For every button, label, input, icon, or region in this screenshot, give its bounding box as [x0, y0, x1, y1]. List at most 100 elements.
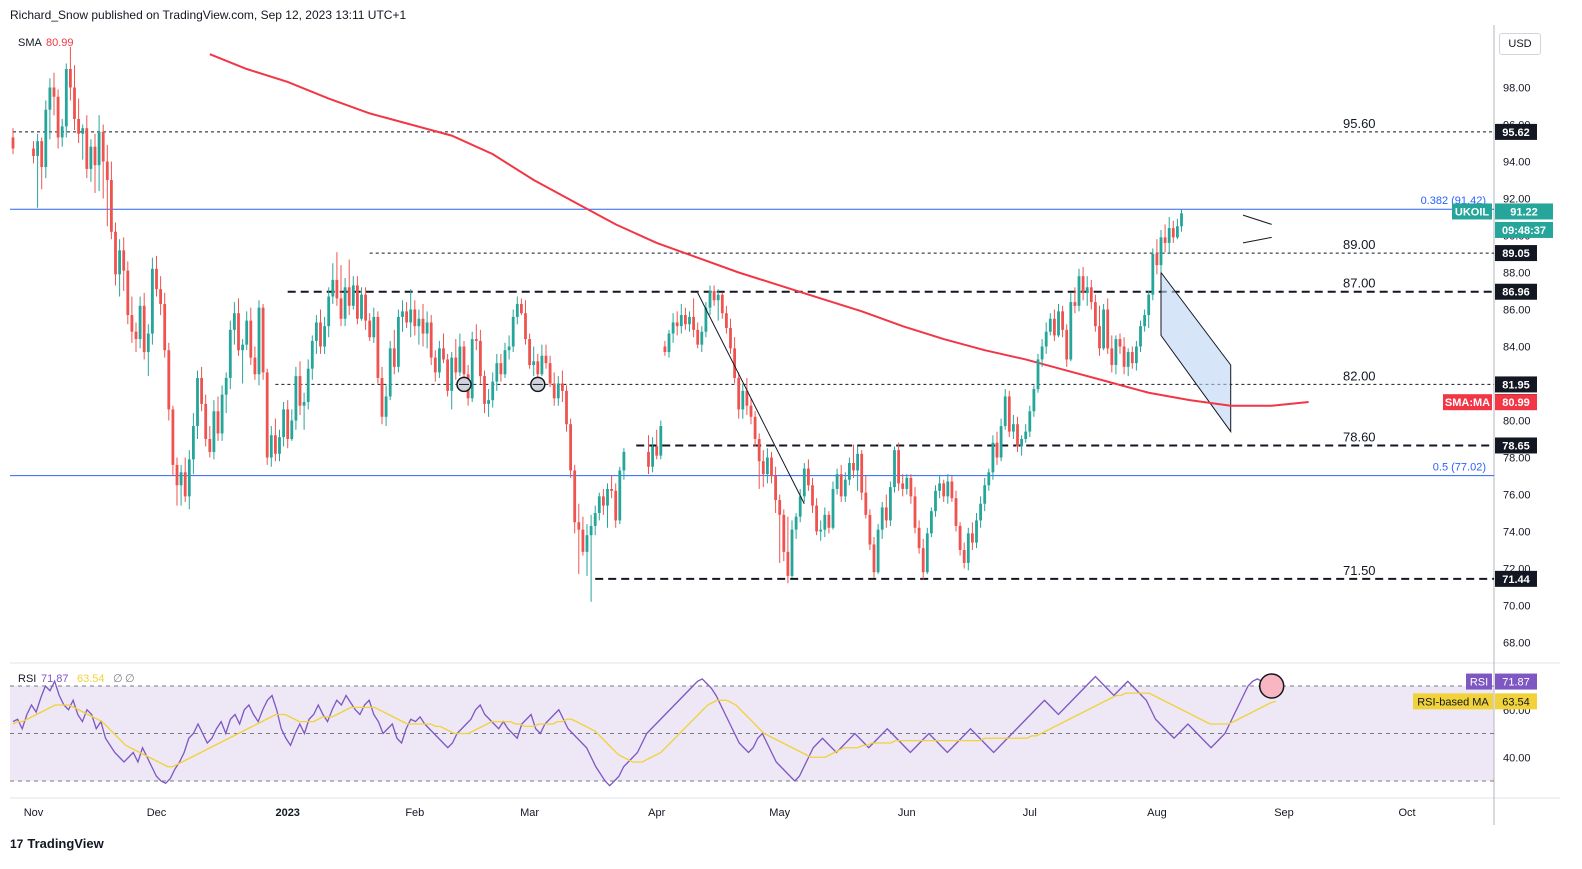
level-price-tag [1495, 376, 1537, 393]
candle-body [429, 322, 433, 358]
rsi-ma-value-tag-text: 63.54 [1502, 696, 1530, 708]
price-tick-label: 88.00 [1503, 268, 1531, 280]
candle-body [979, 503, 982, 521]
candle-body [1020, 439, 1023, 447]
trendline [697, 292, 805, 504]
candle-body [1094, 302, 1097, 327]
candle-body [556, 383, 560, 399]
candle-body [491, 381, 495, 401]
level-label: 82.00 [1343, 368, 1376, 383]
time-tick-label: Mar [520, 807, 539, 819]
candle-body [884, 507, 888, 521]
candle-body [1016, 424, 1019, 447]
level-price-tag-text: 71.44 [1502, 574, 1530, 586]
candle-body [688, 316, 691, 325]
candle-body [60, 126, 64, 138]
candle-body [245, 320, 249, 345]
candle-body [679, 315, 683, 327]
price-tick-label: 76.00 [1503, 490, 1531, 502]
candle-body [462, 346, 466, 375]
candle-body [89, 146, 93, 169]
price-tag-sma_label [1443, 394, 1492, 411]
candle-body [1163, 237, 1167, 243]
candle-body [183, 472, 187, 497]
candle-body [323, 326, 326, 347]
candle-body [310, 340, 314, 369]
level-label: 71.50 [1343, 563, 1376, 578]
sma-legend-value: 80.99 [46, 37, 74, 49]
candle-body [1085, 287, 1089, 293]
candle-body [585, 535, 589, 552]
candle-body [1081, 276, 1085, 293]
candle-body [36, 141, 39, 156]
descending-channel [1160, 271, 1232, 434]
candle-body [290, 420, 294, 439]
candle-body [44, 109, 48, 168]
candle-body [921, 548, 925, 573]
tradingview-logo[interactable]: 17 TradingView [10, 836, 104, 851]
rsi-pane [10, 673, 1494, 787]
candle-body [839, 474, 843, 497]
candle-body [786, 551, 790, 576]
level-price-tag [1495, 245, 1537, 262]
price-tick-label: 70.00 [1503, 601, 1531, 613]
sma-curve [209, 53, 1309, 407]
tradingview-brand: TradingView [27, 836, 104, 851]
candle-body [470, 339, 474, 399]
candle-body [224, 377, 228, 395]
candle-body [1122, 346, 1126, 367]
candle-body [302, 402, 306, 406]
price-tag-sma-text: 80.99 [1502, 397, 1530, 409]
candle-body [876, 529, 880, 573]
level-price-tag [1495, 437, 1537, 454]
candle-body [409, 309, 413, 323]
candle-body [864, 492, 868, 515]
candle-body [733, 348, 736, 378]
price-tag-sma_label-text: SMA:MA [1445, 397, 1490, 409]
candle-body [942, 483, 946, 497]
price-tick-label: 86.00 [1503, 305, 1531, 317]
candle-body [593, 513, 597, 526]
rsi-ma-line [12, 692, 1276, 768]
candle-body [327, 296, 331, 327]
candle-body [401, 311, 404, 317]
candle-body [618, 470, 622, 521]
candle-body [220, 394, 224, 434]
candle-body [1036, 359, 1040, 390]
candle-body [1065, 329, 1069, 360]
candle-body [671, 322, 675, 334]
time-tick-label: 2023 [275, 807, 299, 819]
candle-body [118, 250, 121, 275]
candle-body [388, 348, 392, 397]
level-label: 95.60 [1343, 116, 1376, 131]
circle-markers [456, 376, 546, 393]
price-tag-last [1495, 203, 1553, 220]
rsi-value-tag-text: 71.87 [1502, 677, 1530, 689]
currency-selector[interactable]: USD [1499, 33, 1541, 55]
candle-body [52, 87, 56, 97]
candle-body [1032, 389, 1036, 412]
candle-body [577, 522, 581, 530]
candle-body [897, 450, 900, 484]
candle-body [790, 529, 794, 576]
candle-body [1118, 339, 1122, 347]
candle-body [975, 520, 978, 543]
price-tick-label: 94.00 [1503, 157, 1531, 169]
candle-body [778, 500, 782, 515]
rsi-tick-label: 40.00 [1503, 752, 1531, 764]
candle-body [696, 329, 700, 345]
price-tick-label: 74.00 [1503, 527, 1531, 539]
time-tick-label: Nov [24, 807, 44, 819]
candle-body [987, 472, 991, 486]
channel-shape [1160, 271, 1232, 434]
candle-body [663, 346, 667, 353]
candle-body [483, 376, 486, 404]
candle-body [831, 488, 835, 528]
candle-body [848, 463, 851, 480]
candle-body [77, 118, 80, 134]
candle-body [196, 377, 199, 427]
candle-body [278, 437, 281, 454]
candle-body [720, 294, 724, 314]
candle-body [351, 285, 355, 306]
